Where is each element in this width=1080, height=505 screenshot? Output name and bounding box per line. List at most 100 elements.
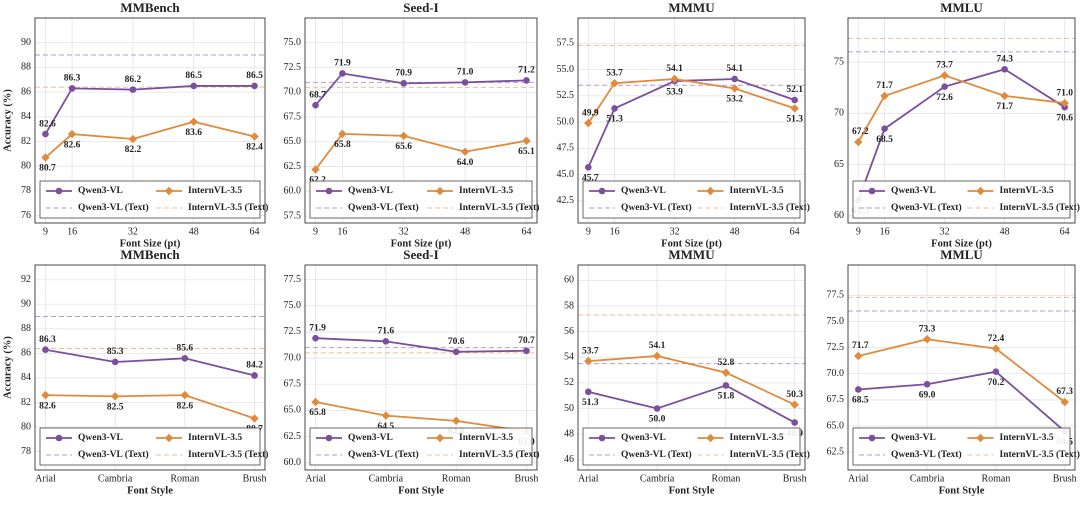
legend-label: Qwen3-VL	[891, 433, 936, 443]
legend-label: InternVL-3.5	[730, 186, 784, 196]
x-tick-label: 32	[128, 226, 138, 237]
value-label: 65.8	[334, 140, 351, 150]
marker	[129, 86, 137, 93]
plot-frame	[847, 17, 1076, 224]
x-tick-label: Brush	[243, 473, 267, 484]
x-tick-label: 64	[790, 226, 800, 237]
y-tick-label: 65.0	[284, 136, 302, 147]
x-tick-label: Cambria	[98, 473, 133, 484]
x-tick-label: Brush	[783, 473, 807, 484]
marker	[523, 347, 530, 355]
legend-marker	[435, 186, 445, 196]
legend-label: Qwen3-VL (Text)	[891, 202, 962, 213]
value-label: 71.9	[334, 59, 351, 69]
x-axis-label: Font Size (pt)	[931, 238, 992, 249]
x-tick-label: Roman	[711, 473, 740, 484]
series-line	[45, 348, 255, 377]
marker	[461, 79, 469, 86]
y-tick-label: 67.5	[284, 379, 302, 390]
marker	[110, 392, 120, 401]
marker	[190, 82, 198, 90]
y-tick-label: 56	[564, 326, 574, 337]
marker	[399, 131, 408, 141]
value-label: 82.2	[125, 145, 142, 155]
y-tick-label: 57.5	[557, 38, 575, 49]
legend-marker	[976, 433, 985, 443]
y-tick-label: 65	[834, 159, 844, 170]
value-label: 70.6	[448, 337, 465, 347]
y-tick-label: 62.5	[827, 447, 845, 458]
marker	[460, 147, 470, 156]
legend-label: InternVL-3.5 (Text)	[1000, 449, 1080, 460]
value-label: 65.6	[395, 142, 412, 152]
value-label: 70.7	[518, 336, 535, 346]
legend-label: Qwen3-VL (Text)	[348, 202, 419, 213]
marker	[721, 368, 731, 377]
plot-frame	[34, 17, 266, 224]
series-line	[588, 355, 796, 406]
y-tick-label: 46	[564, 454, 574, 465]
marker	[584, 118, 593, 128]
chart-title: MMMU	[668, 0, 715, 15]
legend-box	[582, 427, 801, 466]
legend-label: Qwen3-VL (Text)	[348, 449, 419, 460]
y-tick-label: 90	[21, 37, 31, 48]
series-line	[315, 401, 527, 433]
legend-marker	[976, 186, 985, 196]
marker	[251, 82, 258, 90]
value-label: 72.6	[936, 93, 953, 103]
value-label: 65.8	[309, 408, 326, 418]
marker	[452, 348, 460, 356]
y-tick-label: 60	[834, 210, 844, 221]
x-axis-label: Font Size (pt)	[391, 238, 452, 249]
legend-marker	[435, 433, 445, 443]
marker	[653, 405, 661, 412]
x-tick-label: 48	[730, 226, 740, 237]
legend-box	[582, 180, 801, 219]
value-label: 86.5	[246, 71, 263, 81]
value-label: 71.9	[309, 323, 326, 333]
marker	[250, 414, 259, 423]
legend-marker	[55, 187, 63, 195]
marker	[790, 104, 799, 113]
y-tick-label: 78	[21, 446, 31, 457]
marker	[940, 71, 949, 80]
marker	[189, 117, 198, 126]
y-axis-label: Accuracy (%)	[2, 89, 13, 152]
marker	[338, 129, 347, 139]
y-tick-label: 57.5	[284, 210, 302, 221]
y-tick-label: 60.0	[284, 457, 302, 468]
legend-marker	[598, 187, 606, 195]
y-tick-label: 67.5	[284, 111, 302, 122]
y-tick-label: 52.5	[557, 90, 575, 101]
value-label: 82.6	[177, 401, 194, 411]
value-label: 71.0	[457, 68, 474, 78]
value-label: 73.3	[919, 324, 936, 334]
x-tick-label: 9	[43, 226, 48, 237]
x-tick-label: 32	[940, 226, 950, 237]
value-label: 86.3	[64, 74, 81, 84]
value-label: 67.2	[852, 127, 869, 137]
marker	[881, 125, 888, 132]
legend-label: InternVL-3.5	[1000, 433, 1054, 443]
y-axis-label: Accuracy (%)	[2, 336, 13, 399]
y-tick-label: 58	[564, 300, 574, 311]
legend-label: Qwen3-VL (Text)	[78, 202, 149, 213]
x-tick-label: Roman	[981, 473, 1010, 484]
legend-marker	[598, 434, 606, 442]
marker	[250, 132, 259, 141]
legend-label: Qwen3-VL (Text)	[78, 449, 149, 460]
x-tick-label: 48	[1000, 226, 1010, 237]
y-tick-label: 62.5	[284, 161, 302, 172]
legend-label: InternVL-3.5 (Text)	[730, 202, 810, 213]
marker	[339, 70, 346, 77]
value-label: 86.3	[39, 335, 56, 345]
x-tick-label: 16	[337, 226, 347, 237]
y-tick-label: 70.0	[284, 352, 302, 363]
marker	[670, 74, 679, 84]
value-label: 73.7	[936, 61, 953, 71]
plot-frame	[34, 264, 266, 471]
legend-label: Qwen3-VL (Text)	[621, 449, 692, 460]
legend-label: InternVL-3.5	[459, 433, 513, 443]
x-tick-label: Cambria	[910, 473, 945, 484]
